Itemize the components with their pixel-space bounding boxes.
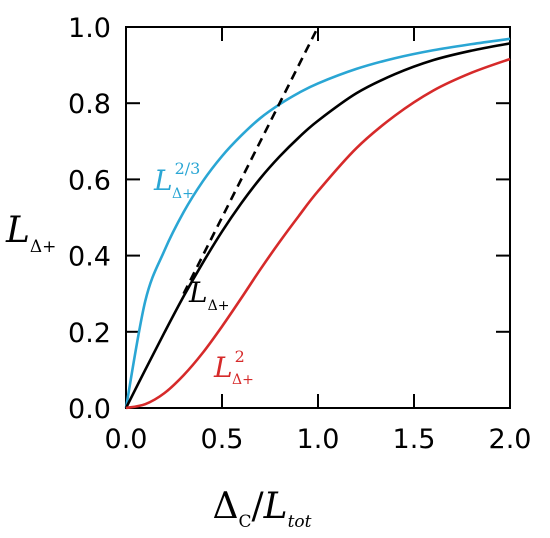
series-line-linear	[124, 42, 511, 409]
series-label-black: LΔ+	[188, 276, 229, 314]
y-tick-label: 0.8	[68, 89, 111, 120]
series-label-red-sub: Δ+	[232, 372, 254, 388]
x-tick-label: 1.5	[393, 424, 436, 455]
x-tick-label: 1.0	[297, 424, 340, 455]
series-label-blue-sub: Δ+	[172, 186, 194, 202]
y-tick-label: 0.6	[68, 165, 111, 196]
ticks: 0.0 0.5 1.0 1.5 2.0 0.0 0.2 0.4 0.6 0.8 1.0	[68, 13, 531, 455]
x-axis-title-sep: /	[252, 486, 265, 527]
series-label-blue-main: L	[153, 164, 173, 197]
series-group	[124, 26, 511, 410]
x-axis-title-main-sub: C	[239, 512, 252, 532]
series-label-black-main: L	[188, 276, 208, 309]
y-tick-label: 0.2	[68, 318, 111, 349]
series-label-red-sup: 2	[235, 347, 245, 366]
y-tick-label: 1.0	[68, 13, 111, 44]
series-label-blue-sup: 2/3	[175, 159, 201, 178]
reference-dashed-line	[182, 26, 320, 295]
y-tick-label: 0.0	[68, 394, 111, 425]
x-tick-label: 0.0	[105, 424, 148, 455]
x-axis-title-main: Δ	[213, 486, 239, 527]
y-axis-title-sub: Δ+	[30, 237, 57, 257]
x-axis-title: ΔC/Ltot	[213, 486, 312, 532]
x-tick-label: 2.0	[489, 424, 532, 455]
x-axis-title-denom: L	[263, 486, 288, 527]
series-line-power-two-thirds	[124, 37, 511, 409]
series-label-blue: L 2/3 Δ+	[153, 159, 200, 202]
x-axis-title-denom-sub: tot	[288, 512, 312, 532]
series-label-red: L 2 Δ+	[213, 347, 254, 388]
x-tick-label: 0.5	[201, 424, 244, 455]
y-axis-title-main: L	[5, 210, 30, 251]
y-tick-label: 0.4	[68, 242, 111, 273]
y-axis-title: LΔ+	[5, 210, 56, 257]
series-label-black-sub: Δ+	[208, 298, 230, 314]
series-label-red-main: L	[213, 351, 233, 384]
series-line-squared	[125, 57, 511, 410]
